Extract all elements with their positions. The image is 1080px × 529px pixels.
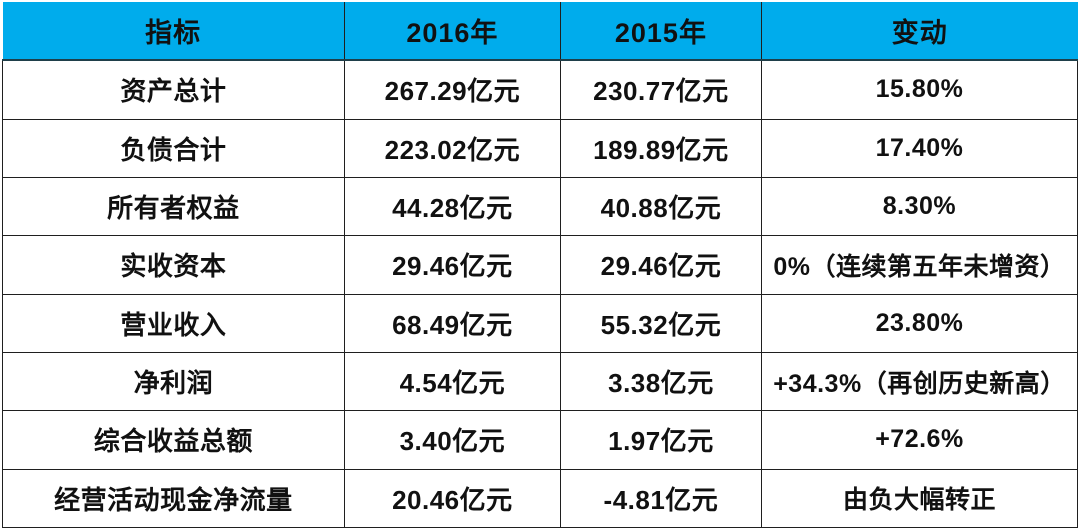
- cell-indicator: 综合收益总额: [2, 410, 345, 470]
- cell-indicator: 所有者权益: [2, 176, 345, 237]
- cell-2015-value: 189.89亿元: [559, 118, 762, 178]
- cell-2016-value: 44.28亿元: [343, 176, 561, 237]
- header-cell-change: 变动: [760, 2, 1078, 61]
- cell-2016-value: 223.02亿元: [343, 118, 561, 178]
- cell-2016-value: 29.46亿元: [343, 235, 561, 295]
- table-body: 资产总计 267.29亿元 230.77亿元 15.80% 负债合计 223.0…: [2, 59, 1079, 529]
- cell-indicator: 经营活动现金净流量: [2, 468, 345, 529]
- table-row-operating-revenue: 营业收入 68.49亿元 55.32亿元 23.80%: [2, 293, 1079, 353]
- cell-2015-value: 29.46亿元: [559, 235, 762, 295]
- cell-change-value: 由负大幅转正: [760, 468, 1079, 529]
- table-header: 指标 2016年 2015年 变动: [2, 2, 1078, 61]
- cell-change-value: 23.80%: [760, 293, 1079, 353]
- cell-2015-value: -4.81亿元: [559, 468, 762, 529]
- cell-2016-value: 4.54亿元: [343, 351, 561, 412]
- cell-2016-value: 68.49亿元: [343, 293, 561, 353]
- table-row-total-liabilities: 负债合计 223.02亿元 189.89亿元 17.40%: [2, 118, 1079, 178]
- cell-2015-value: 3.38亿元: [559, 351, 762, 412]
- header-row: 指标 2016年 2015年 变动: [2, 2, 1078, 61]
- header-cell-indicator: 指标: [2, 2, 345, 61]
- table-row-paid-in-capital: 实收资本 29.46亿元 29.46亿元 0%（连续第五年未增资）: [2, 235, 1079, 295]
- cell-indicator: 实收资本: [2, 235, 345, 295]
- header-cell-year-2015: 2015年: [559, 2, 762, 61]
- cell-2015-value: 40.88亿元: [559, 176, 762, 237]
- table-row-owners-equity: 所有者权益 44.28亿元 40.88亿元 8.30%: [2, 176, 1079, 237]
- cell-indicator: 净利润: [2, 351, 345, 412]
- cell-indicator: 负债合计: [2, 118, 345, 178]
- cell-change-value: +72.6%: [760, 410, 1079, 470]
- table-row-total-assets: 资产总计 267.29亿元 230.77亿元 15.80%: [2, 59, 1079, 120]
- header-cell-year-2016: 2016年: [343, 2, 561, 61]
- table-row-net-profit: 净利润 4.54亿元 3.38亿元 +34.3%（再创历史新高）: [2, 351, 1079, 412]
- cell-change-value: 0%（连续第五年未增资）: [760, 235, 1079, 295]
- cell-change-value: 8.30%: [760, 176, 1079, 237]
- cell-2016-value: 20.46亿元: [343, 468, 561, 529]
- cell-change-value: 15.80%: [760, 59, 1079, 120]
- table-row-comprehensive-income: 综合收益总额 3.40亿元 1.97亿元 +72.6%: [2, 410, 1079, 470]
- cell-2016-value: 3.40亿元: [343, 410, 561, 470]
- cell-2015-value: 1.97亿元: [559, 410, 762, 470]
- cell-2015-value: 230.77亿元: [559, 59, 762, 120]
- cell-change-value: 17.40%: [760, 118, 1079, 178]
- cell-indicator: 资产总计: [2, 59, 345, 120]
- cell-change-value: +34.3%（再创历史新高）: [760, 351, 1079, 412]
- cell-indicator: 营业收入: [2, 293, 345, 353]
- table-row-operating-cash-flow: 经营活动现金净流量 20.46亿元 -4.81亿元 由负大幅转正: [2, 468, 1079, 529]
- cell-2015-value: 55.32亿元: [559, 293, 762, 353]
- cell-2016-value: 267.29亿元: [343, 59, 561, 120]
